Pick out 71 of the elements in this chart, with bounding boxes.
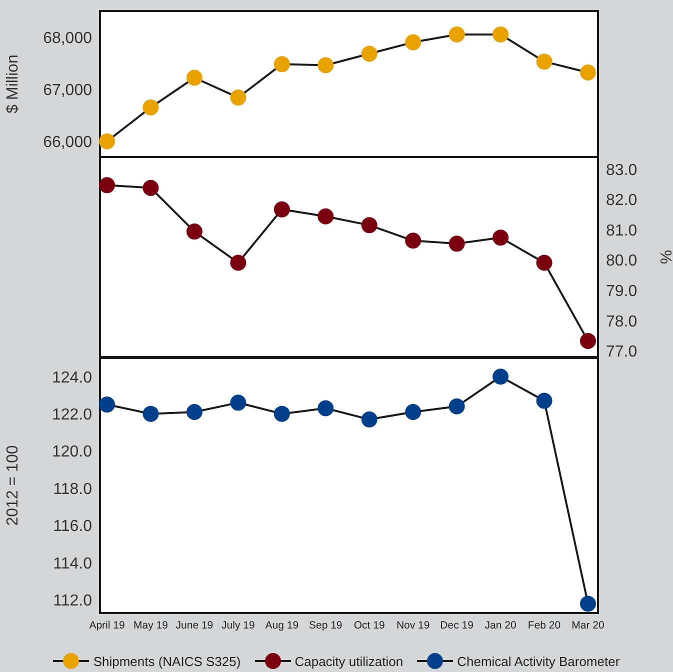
y-tick-label: 80.0 bbox=[606, 252, 638, 270]
legend-label: Chemical Activity Barometer bbox=[457, 654, 620, 668]
point bbox=[99, 177, 115, 194]
point bbox=[580, 64, 596, 81]
y-axis-title: % bbox=[656, 250, 673, 264]
point bbox=[142, 180, 159, 196]
point bbox=[580, 596, 596, 612]
y-tick-label: 83.0 bbox=[606, 162, 638, 179]
x-tick-label: May 19 bbox=[134, 619, 168, 632]
y-tick-label: 116.0 bbox=[53, 518, 92, 536]
x-tick-label: Mar 20 bbox=[572, 619, 604, 632]
point bbox=[230, 90, 246, 106]
point bbox=[536, 54, 552, 70]
y-tick-label: 81.0 bbox=[606, 222, 638, 240]
x-tick-label: Nov 19 bbox=[396, 619, 430, 632]
legend-label: Shipments (NAICS S325) bbox=[93, 654, 241, 668]
x-tick-label: April 19 bbox=[89, 619, 125, 632]
point bbox=[361, 46, 378, 62]
point bbox=[361, 217, 378, 234]
point bbox=[318, 57, 334, 74]
y-tick-label: 120.0 bbox=[52, 444, 92, 461]
point bbox=[580, 332, 596, 349]
x-tick-label: July 19 bbox=[222, 619, 255, 632]
point bbox=[274, 406, 290, 422]
point bbox=[142, 406, 159, 422]
legend-label: Capacity utilization bbox=[294, 654, 404, 668]
y-tick-label: 67,000 bbox=[43, 82, 92, 99]
x-tick-label: Oct 19 bbox=[354, 619, 385, 632]
point bbox=[361, 411, 378, 428]
y-tick-label: 78.0 bbox=[606, 313, 638, 330]
point bbox=[230, 394, 246, 411]
x-tick-label: June 19 bbox=[176, 619, 214, 632]
point bbox=[186, 70, 202, 86]
y-tick-label: 82.0 bbox=[606, 192, 638, 210]
y-axis-title: $ Million bbox=[4, 54, 22, 114]
point bbox=[318, 208, 334, 224]
y-tick-label: 68,000 bbox=[43, 30, 92, 47]
point bbox=[405, 404, 422, 420]
x-tick-label: Aug 19 bbox=[265, 619, 299, 632]
point bbox=[274, 201, 290, 218]
point bbox=[492, 230, 509, 246]
point bbox=[186, 404, 202, 420]
point bbox=[186, 224, 202, 240]
point bbox=[274, 56, 290, 72]
point bbox=[405, 34, 422, 50]
point bbox=[448, 398, 465, 414]
x-tick-label: Dec 19 bbox=[440, 619, 474, 632]
point bbox=[405, 232, 422, 249]
point bbox=[230, 254, 246, 271]
point bbox=[536, 254, 552, 271]
y-tick-label: 122.0 bbox=[52, 406, 92, 424]
y-tick-label: 114.0 bbox=[53, 555, 92, 572]
point bbox=[492, 26, 509, 42]
y-tick-label: 66,000 bbox=[43, 134, 92, 152]
y-tick-label: 112.0 bbox=[53, 592, 92, 610]
y-tick-label: 118.0 bbox=[53, 480, 92, 498]
x-tick-label: Sep 19 bbox=[308, 619, 342, 632]
y-axis-title: 2012 = 100 bbox=[4, 445, 22, 526]
point bbox=[448, 26, 465, 42]
point bbox=[448, 236, 465, 252]
point bbox=[536, 392, 552, 409]
point bbox=[318, 400, 334, 416]
y-tick-label: 79.0 bbox=[606, 283, 638, 300]
point bbox=[492, 368, 509, 385]
x-tick-label: Feb 20 bbox=[528, 619, 561, 632]
point bbox=[99, 133, 115, 150]
point bbox=[99, 396, 115, 413]
y-tick-label: 124.0 bbox=[52, 369, 92, 386]
point bbox=[142, 99, 159, 116]
x-tick-label: Jan 20 bbox=[484, 619, 516, 632]
y-tick-label: 77.0 bbox=[606, 344, 638, 361]
